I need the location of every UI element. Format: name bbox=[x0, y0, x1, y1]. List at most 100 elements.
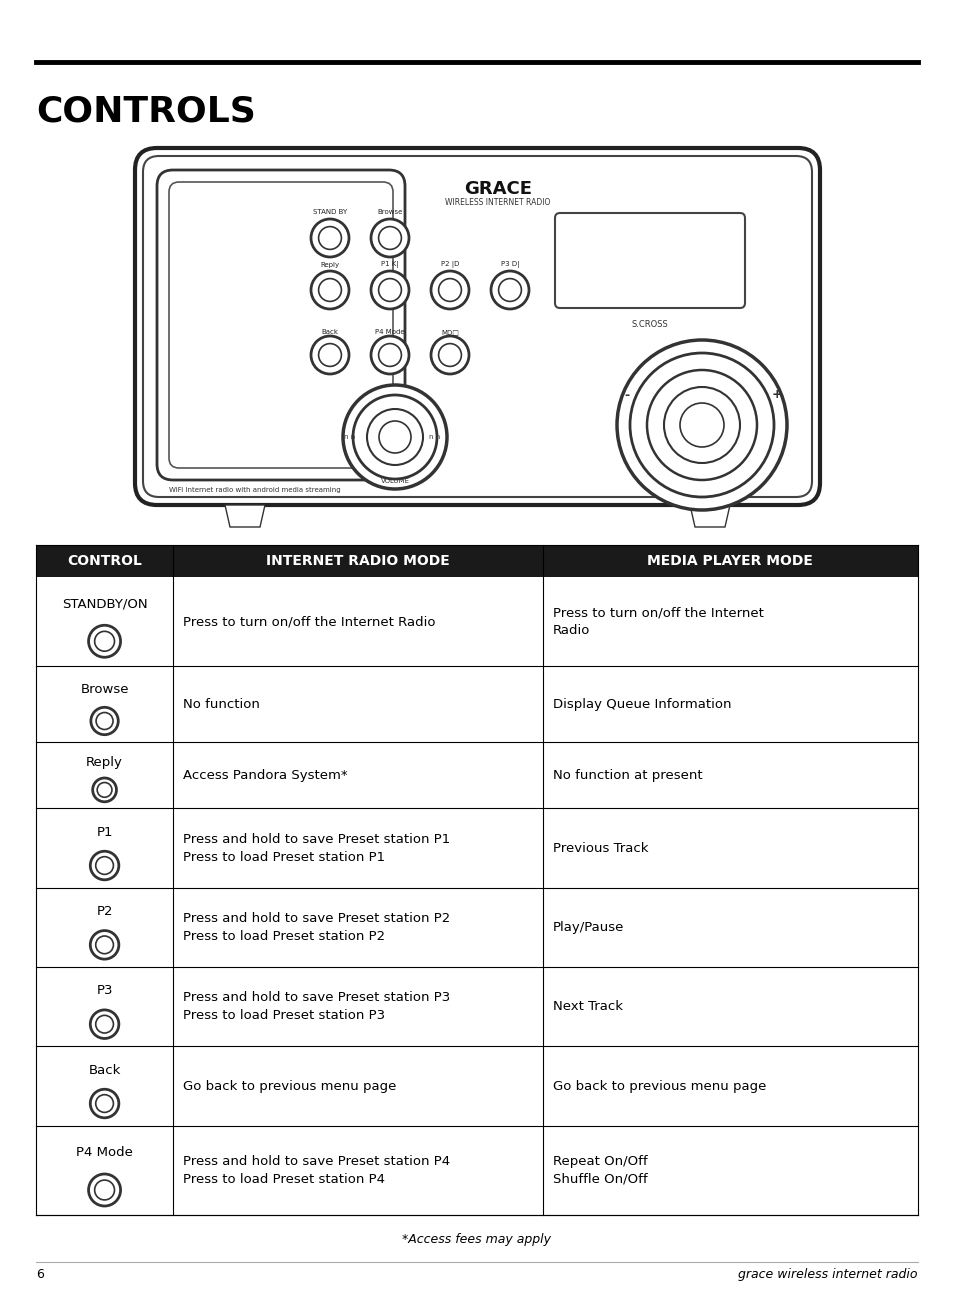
Circle shape bbox=[89, 626, 120, 657]
Text: Play/Pause: Play/Pause bbox=[553, 921, 624, 934]
Text: Go back to previous menu page: Go back to previous menu page bbox=[553, 1080, 765, 1093]
Circle shape bbox=[629, 353, 773, 497]
Text: P3: P3 bbox=[96, 985, 112, 998]
Circle shape bbox=[353, 396, 436, 479]
Text: +: + bbox=[771, 389, 781, 402]
Circle shape bbox=[431, 271, 469, 310]
Circle shape bbox=[646, 369, 757, 480]
Text: n n: n n bbox=[429, 435, 440, 440]
Text: Press and hold to save Preset station P4
Press to load Preset station P4: Press and hold to save Preset station P4… bbox=[183, 1155, 450, 1187]
Bar bbox=[36, 545, 917, 578]
Circle shape bbox=[371, 271, 409, 310]
Circle shape bbox=[378, 226, 401, 250]
Text: P1 K|: P1 K| bbox=[381, 262, 398, 268]
Text: P2 |D: P2 |D bbox=[440, 262, 458, 268]
Text: Press to turn on/off the Internet Radio: Press to turn on/off the Internet Radio bbox=[183, 615, 435, 628]
Polygon shape bbox=[689, 505, 729, 527]
Text: Reply: Reply bbox=[320, 262, 339, 268]
Bar bbox=[36, 743, 917, 808]
Circle shape bbox=[679, 403, 723, 448]
Circle shape bbox=[617, 340, 786, 510]
Text: P3 D|: P3 D| bbox=[500, 262, 518, 268]
Text: STANDBY/ON: STANDBY/ON bbox=[62, 597, 147, 610]
Circle shape bbox=[311, 219, 349, 258]
Bar bbox=[36, 808, 917, 887]
Circle shape bbox=[91, 1089, 119, 1118]
Circle shape bbox=[94, 1180, 114, 1200]
Circle shape bbox=[438, 343, 461, 367]
Text: P4 Mode: P4 Mode bbox=[76, 1146, 132, 1159]
Text: No function at present: No function at present bbox=[553, 769, 702, 782]
Circle shape bbox=[95, 1015, 113, 1033]
Bar bbox=[36, 666, 917, 743]
Text: No function: No function bbox=[183, 697, 259, 710]
Text: n n: n n bbox=[344, 435, 355, 440]
Text: WIRELESS INTERNET RADIO: WIRELESS INTERNET RADIO bbox=[445, 198, 550, 207]
Text: S.CROSS: S.CROSS bbox=[631, 320, 668, 329]
Text: CONTROLS: CONTROLS bbox=[36, 95, 255, 129]
Text: *Access fees may apply: *Access fees may apply bbox=[402, 1233, 551, 1246]
Circle shape bbox=[94, 631, 114, 652]
FancyBboxPatch shape bbox=[555, 213, 744, 308]
Text: Next Track: Next Track bbox=[553, 1000, 622, 1013]
Circle shape bbox=[491, 271, 529, 310]
Text: P4 Mode: P4 Mode bbox=[375, 329, 404, 334]
Text: grace wireless internet radio: grace wireless internet radio bbox=[738, 1268, 917, 1281]
Text: P2: P2 bbox=[96, 905, 112, 919]
Circle shape bbox=[371, 219, 409, 258]
Bar bbox=[36, 967, 917, 1046]
Text: CONTROL: CONTROL bbox=[67, 554, 142, 569]
Text: Previous Track: Previous Track bbox=[553, 842, 648, 855]
Text: Press and hold to save Preset station P2
Press to load Preset station P2: Press and hold to save Preset station P2… bbox=[183, 912, 450, 943]
Text: Press and hold to save Preset station P3
Press to load Preset station P3: Press and hold to save Preset station P3… bbox=[183, 991, 450, 1023]
Text: WiFi Internet radio with android media streaming: WiFi Internet radio with android media s… bbox=[169, 487, 340, 493]
Circle shape bbox=[95, 1094, 113, 1112]
Text: Repeat On/Off
Shuffle On/Off: Repeat On/Off Shuffle On/Off bbox=[553, 1155, 647, 1187]
FancyBboxPatch shape bbox=[135, 148, 820, 505]
Text: VOLUME: VOLUME bbox=[380, 477, 409, 484]
Circle shape bbox=[89, 1174, 120, 1206]
Polygon shape bbox=[225, 505, 265, 527]
Text: GRACE: GRACE bbox=[463, 180, 532, 198]
Text: MD□: MD□ bbox=[440, 329, 458, 334]
Text: 6: 6 bbox=[36, 1268, 44, 1281]
Circle shape bbox=[95, 935, 113, 954]
Bar bbox=[36, 1046, 917, 1125]
Circle shape bbox=[318, 226, 341, 250]
Circle shape bbox=[498, 278, 521, 302]
Text: Press to turn on/off the Internet
Radio: Press to turn on/off the Internet Radio bbox=[553, 606, 763, 637]
Circle shape bbox=[95, 856, 113, 874]
Circle shape bbox=[311, 271, 349, 310]
Circle shape bbox=[371, 336, 409, 373]
Text: MEDIA PLAYER MODE: MEDIA PLAYER MODE bbox=[647, 554, 813, 569]
FancyBboxPatch shape bbox=[143, 156, 811, 497]
FancyBboxPatch shape bbox=[157, 170, 405, 480]
Circle shape bbox=[96, 713, 113, 730]
Circle shape bbox=[367, 409, 422, 464]
Circle shape bbox=[431, 336, 469, 373]
Circle shape bbox=[438, 278, 461, 302]
Circle shape bbox=[97, 782, 112, 798]
Circle shape bbox=[311, 336, 349, 373]
Circle shape bbox=[343, 385, 447, 489]
Text: Browse: Browse bbox=[377, 209, 402, 215]
Circle shape bbox=[663, 386, 740, 463]
Text: Browse: Browse bbox=[80, 683, 129, 696]
Text: Go back to previous menu page: Go back to previous menu page bbox=[183, 1080, 395, 1093]
Bar bbox=[36, 887, 917, 967]
Circle shape bbox=[318, 343, 341, 367]
Text: -: - bbox=[624, 389, 629, 402]
Circle shape bbox=[91, 708, 118, 735]
Text: Back: Back bbox=[321, 329, 338, 334]
Circle shape bbox=[91, 851, 119, 879]
Text: Access Pandora System*: Access Pandora System* bbox=[183, 769, 347, 782]
Text: Press and hold to save Preset station P1
Press to load Preset station P1: Press and hold to save Preset station P1… bbox=[183, 833, 450, 864]
FancyBboxPatch shape bbox=[169, 182, 393, 468]
Text: Back: Back bbox=[89, 1064, 121, 1077]
Circle shape bbox=[92, 778, 116, 801]
Circle shape bbox=[378, 422, 411, 453]
Bar bbox=[36, 578, 917, 666]
Circle shape bbox=[378, 343, 401, 367]
Text: Display Queue Information: Display Queue Information bbox=[553, 697, 731, 710]
Text: INTERNET RADIO MODE: INTERNET RADIO MODE bbox=[266, 554, 450, 569]
